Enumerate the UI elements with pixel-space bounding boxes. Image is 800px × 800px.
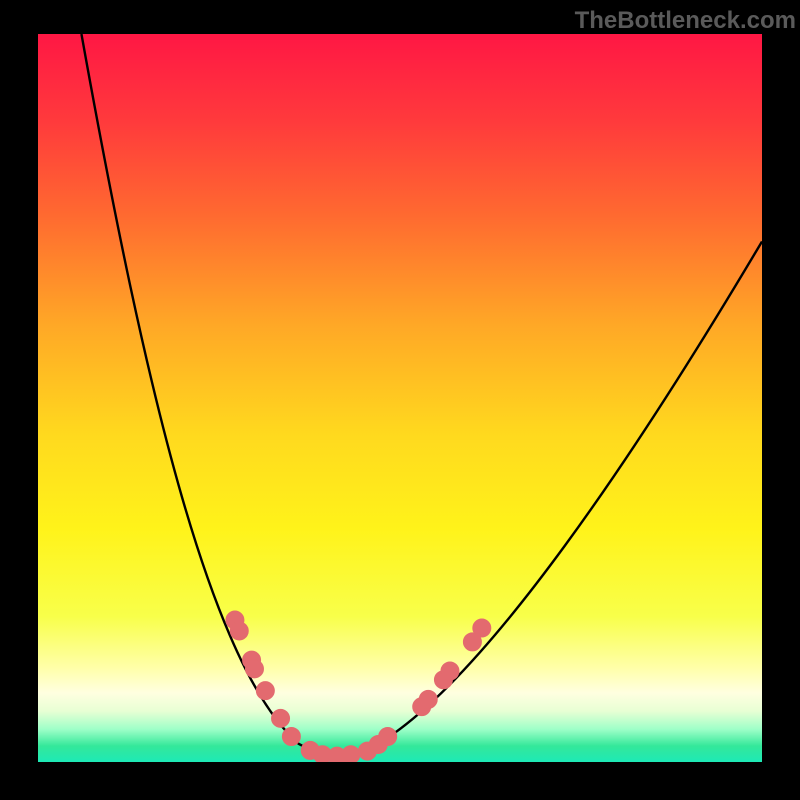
watermark-text: TheBottleneck.com	[575, 7, 796, 34]
data-marker	[230, 622, 248, 640]
data-marker	[282, 728, 300, 746]
data-marker	[272, 709, 290, 727]
data-marker	[379, 728, 397, 746]
chart-canvas: TheBottleneck.com	[0, 0, 800, 800]
data-marker	[256, 682, 274, 700]
data-marker	[473, 619, 491, 637]
data-marker	[441, 662, 459, 680]
plot-area	[38, 34, 762, 765]
gradient-background	[38, 34, 762, 762]
data-marker	[419, 690, 437, 708]
data-marker	[245, 660, 263, 678]
data-marker	[342, 746, 360, 764]
